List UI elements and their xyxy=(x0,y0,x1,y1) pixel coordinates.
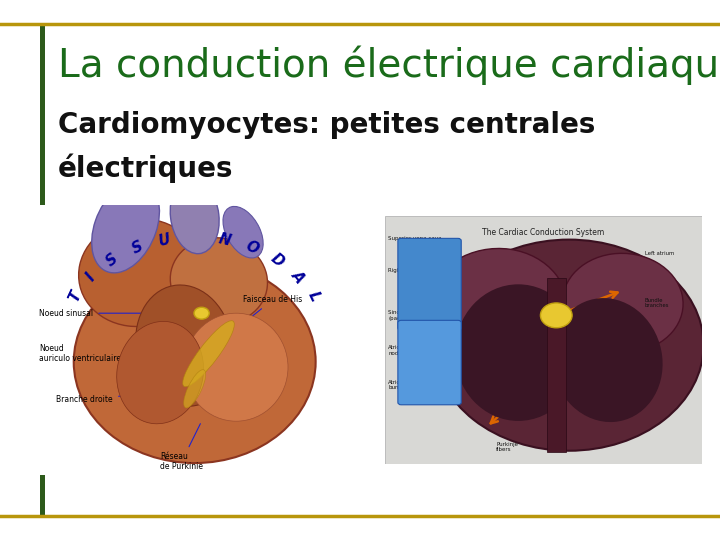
FancyBboxPatch shape xyxy=(398,320,462,405)
Text: Branche
gauche: Branche gauche xyxy=(221,344,275,379)
Text: S: S xyxy=(103,251,121,269)
Text: Noeud sinusal: Noeud sinusal xyxy=(39,309,199,318)
Text: Noeud
auriculo ventriculaire: Noeud auriculo ventriculaire xyxy=(39,344,181,363)
FancyBboxPatch shape xyxy=(385,216,702,464)
Text: S: S xyxy=(129,239,145,257)
Text: Faisceau de His: Faisceau de His xyxy=(231,295,302,333)
Text: U: U xyxy=(158,232,173,249)
FancyBboxPatch shape xyxy=(29,205,374,475)
Ellipse shape xyxy=(170,238,268,324)
Ellipse shape xyxy=(135,285,233,406)
Ellipse shape xyxy=(91,181,159,273)
Text: Purkinje
fibers: Purkinje fibers xyxy=(496,442,518,453)
Text: Atrioventricular
bundle: Atrioventricular bundle xyxy=(388,380,431,390)
Text: Superior vena cava: Superior vena cava xyxy=(388,236,442,241)
FancyBboxPatch shape xyxy=(546,278,566,452)
Ellipse shape xyxy=(73,261,315,463)
Ellipse shape xyxy=(78,219,200,327)
Ellipse shape xyxy=(184,370,206,408)
Ellipse shape xyxy=(184,313,288,421)
Circle shape xyxy=(194,307,210,319)
Text: Left atrium: Left atrium xyxy=(645,251,674,256)
Text: The Cardiac Conduction System: The Cardiac Conduction System xyxy=(482,228,605,238)
Ellipse shape xyxy=(223,206,263,258)
Ellipse shape xyxy=(562,253,683,353)
Ellipse shape xyxy=(434,240,703,451)
Text: T: T xyxy=(67,289,84,305)
Text: I: I xyxy=(84,270,99,284)
Ellipse shape xyxy=(117,321,204,424)
Text: Cardiomyocytes: petites centrales: Cardiomyocytes: petites centrales xyxy=(58,111,595,139)
Text: L: L xyxy=(305,289,323,304)
Text: Réseau
de Purkinie: Réseau de Purkinie xyxy=(160,424,203,471)
Ellipse shape xyxy=(170,178,219,254)
Text: électriques: électriques xyxy=(58,154,233,184)
Ellipse shape xyxy=(455,284,582,421)
FancyBboxPatch shape xyxy=(398,238,462,330)
Text: D: D xyxy=(268,251,287,270)
Ellipse shape xyxy=(183,321,234,387)
Text: O: O xyxy=(243,239,261,258)
Text: Sinoatrial node
(pacemaker): Sinoatrial node (pacemaker) xyxy=(388,310,430,321)
Text: A: A xyxy=(289,268,307,286)
Text: La conduction électrique cardiaque: La conduction électrique cardiaque xyxy=(58,46,720,85)
Circle shape xyxy=(541,303,572,328)
Text: Atrioventricular
node: Atrioventricular node xyxy=(388,345,431,355)
Ellipse shape xyxy=(425,248,567,372)
Text: Automatisme: Automatisme xyxy=(29,256,131,272)
Text: N: N xyxy=(217,232,232,249)
Ellipse shape xyxy=(552,298,662,422)
Text: Bundle
branches: Bundle branches xyxy=(645,298,670,308)
FancyArrowPatch shape xyxy=(63,278,92,295)
Text: Right atrium: Right atrium xyxy=(388,268,423,273)
Text: Branche droite: Branche droite xyxy=(56,389,192,404)
FancyBboxPatch shape xyxy=(40,24,45,516)
